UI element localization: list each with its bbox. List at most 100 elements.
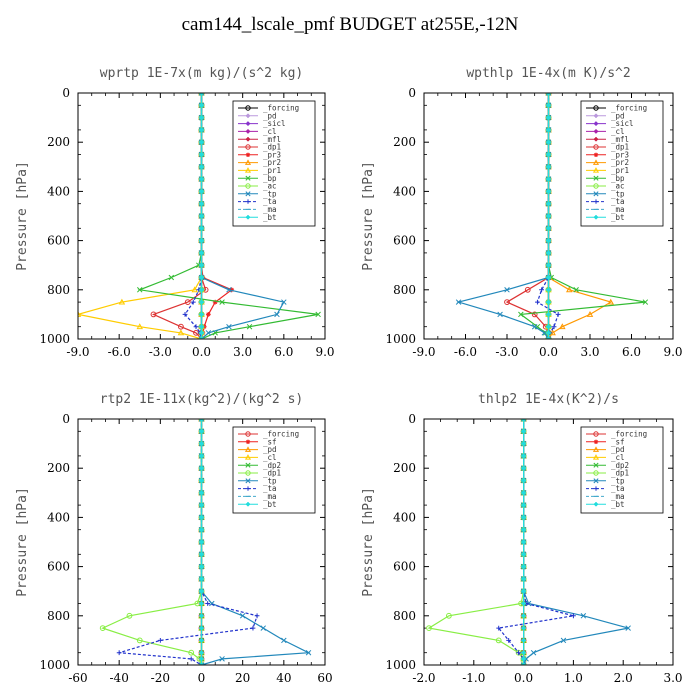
panel-1-legend-label: _ma [263, 205, 277, 214]
panel-2-series-ta-point [551, 324, 557, 330]
panel-4-legend-label: _forcing [611, 430, 647, 439]
panel-2: wpthlp 1E-4x(m K)/s^2 Pressure [hPa] 0 200 4… [361, 66, 683, 359]
panel-2-series-pr2-point [586, 310, 594, 317]
panel-2-legend-marker-mfl [593, 136, 599, 142]
panel-3-title: rtp2 1E-11x(kg^2)/(kg^2 s) [100, 392, 304, 407]
panel-4-series-bt-point [520, 490, 527, 496]
panel-1-series-bt-point [198, 262, 205, 268]
panel-3-legend-label: _cl [263, 453, 277, 462]
panel-4-series-bt-point [520, 563, 527, 570]
panel-2-xtick-label: -9.0 [412, 345, 435, 359]
panel-1-series-bt-point [198, 164, 205, 170]
panel-1-series-bp-point [219, 299, 225, 305]
panel-3-series-tp-point [239, 613, 246, 619]
panel-1-xtick-label: 3.0 [233, 345, 252, 359]
panel-2-xtick-label: -3.0 [495, 345, 518, 359]
panel-3-series-bt-point [198, 526, 205, 533]
panel-4-legend-label: _dp1 [611, 469, 629, 478]
panel-1-series-bt-point [198, 299, 205, 305]
panel-4-series-ta-point [571, 613, 576, 619]
panel-1-series-pr1-point [78, 310, 82, 317]
panel-1-ytick-label: 600 [47, 234, 70, 248]
panel-1-legend-label: _pd [263, 111, 277, 120]
panel-4-series-bt-point [520, 502, 527, 508]
panel-3-legend-marker-pd [244, 446, 252, 452]
panel-3-series-tp-point [260, 625, 267, 631]
panel-2-legend-marker-pd [593, 113, 599, 119]
panel-1-series-dp1-point [178, 323, 184, 330]
panel-1-legend-label: _tp [263, 189, 277, 198]
panel-4-legend-label: _tp [611, 476, 625, 485]
panel-1-legend-marker-sicl [245, 121, 251, 127]
panel-3-series-dp1-point [136, 637, 143, 644]
panel-4-series-ta-point [516, 650, 522, 656]
panel-1-legend-label: _forcing [263, 104, 299, 113]
panel-1-legend-label: _sicl [263, 119, 286, 128]
panel-2-series-tp-point [455, 299, 462, 305]
panel-4-legend-label: _cl [611, 453, 625, 462]
panel-2-legend-label: _bt [611, 213, 625, 222]
panel-2-series-tp-point [504, 287, 510, 293]
panel-2-legend-marker-forcing [593, 105, 599, 111]
panel-1-series-bt-point [198, 213, 205, 219]
panel-4-series-dp1-point [426, 625, 432, 631]
panel-3-ytick-label: 800 [47, 609, 70, 623]
panel-3-series-bt-point [198, 539, 205, 545]
panel-2-series-tp-point [545, 93, 552, 96]
panel-4-legend-marker-tp [593, 478, 599, 484]
panel-2-series-bt-point [545, 127, 552, 133]
panel-3-series-group [99, 419, 312, 665]
panel-3-series-tp-point [198, 662, 205, 665]
panel-1-series-bt-point [198, 139, 205, 145]
panel-4-ytick-label: 0 [408, 412, 416, 426]
panel-2-series-bt-point [545, 330, 552, 336]
panel-3-xtick-label: -40 [110, 671, 129, 685]
panel-1-series-pr3-point [205, 312, 211, 317]
panel-2-legend-marker-ac [593, 183, 599, 189]
panel-3-legend-label: _ma [263, 492, 277, 501]
panel-1-legend-marker-dp1 [245, 144, 251, 150]
panel-1-series-pr3-point [212, 299, 218, 305]
panel-4-legend-marker-sf [593, 439, 599, 444]
panel-2-series-bt-point [545, 225, 552, 232]
panel-4-xtick-label: 2.0 [614, 671, 633, 685]
panel-4-series-bt-point [520, 526, 527, 533]
panel-2-legend-marker-dp1 [593, 144, 599, 150]
panel-3-series-bt-point [198, 576, 205, 582]
panel-4-series-bt-point [520, 453, 527, 459]
panel-1: wprtp 1E-7x(m kg)/(s^2 kg) Pressure [hPa]… [15, 66, 335, 359]
panel-2-legend-label: _pr2 [611, 158, 629, 167]
panel-4-series-bt-point [520, 613, 527, 619]
panel-3-legend-label: _ta [263, 484, 277, 493]
panel-1-series-bp-point [315, 311, 321, 318]
panel-2-series-bt-point [545, 200, 552, 207]
figure-title: cam144_lscale_pmf BUDGET at255E,-12N [181, 14, 519, 35]
panel-2-series-ta-point [555, 312, 561, 317]
panel-1-series-tp-point [205, 330, 212, 336]
panel-4-legend-marker-dp1 [593, 470, 599, 476]
panel-4-legend-marker-cl [592, 454, 600, 460]
panel-2-legend-label: _mfl [611, 135, 629, 144]
panel-4-series-bt-point [520, 440, 527, 447]
panel-1-legend-marker-pr1 [244, 167, 252, 173]
panel-1-series-pr3-point [229, 287, 235, 293]
panel-3-legend-marker-sf [245, 439, 251, 444]
panel-1-series-bt-point [198, 323, 205, 330]
panel-1-series-ta-point [182, 312, 188, 317]
panel-1-series-ta-point [193, 324, 199, 330]
panel-3-ytick-label: 200 [47, 461, 70, 475]
panel-2-series-dp1-line [505, 93, 550, 339]
panel-2-ytick-label: 600 [393, 234, 416, 248]
panel-1-series-bp-point [168, 274, 175, 281]
panel-3-series-bt-point [198, 656, 205, 662]
panel-1-frame [77, 92, 326, 340]
panel-3-xtick-label: -60 [68, 671, 87, 685]
panel-4-title: thlp2 1E-4x(K^2)/s [478, 392, 619, 407]
panel-2-series-bt-point [545, 323, 552, 330]
panel-1-series-bt-point [198, 93, 205, 96]
panel-1-ytick-label: 200 [47, 135, 70, 149]
panel-1-legend-marker-pr3 [245, 152, 251, 157]
panel-2-series-group [455, 93, 649, 339]
panel-3-series-bt-point [198, 502, 205, 508]
panel-2-legend-label: _tp [611, 189, 625, 198]
